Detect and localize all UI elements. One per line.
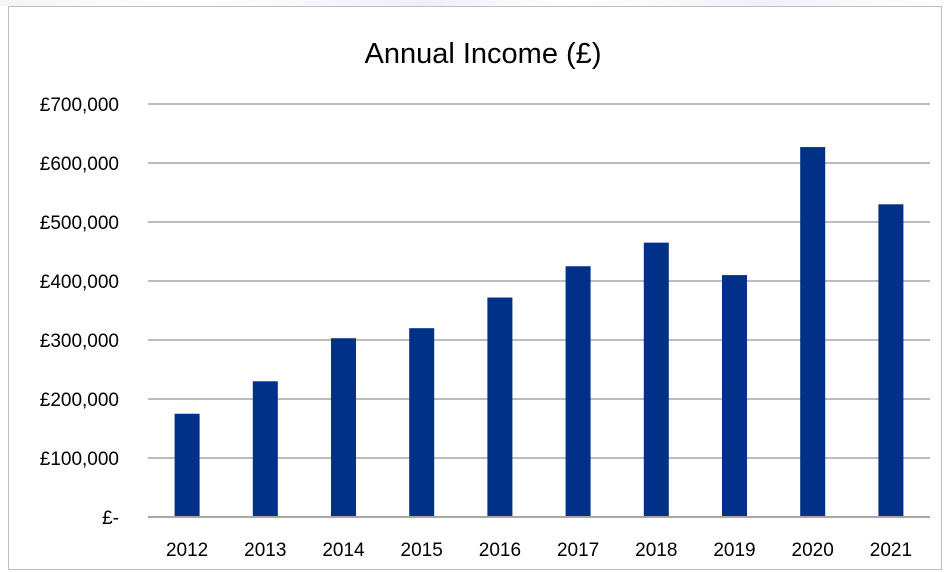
x-tick-label: 2012	[166, 540, 208, 561]
y-tick-label: £-	[102, 508, 119, 529]
bar-2014	[331, 338, 356, 517]
chart-title: Annual Income (£)	[365, 38, 602, 70]
y-tick-label: £600,000	[40, 154, 119, 175]
y-tick-label: £300,000	[40, 331, 119, 352]
window-top-strip	[0, 0, 951, 6]
bar-2012	[174, 413, 200, 517]
x-tick-label: 2018	[635, 540, 677, 561]
y-tick-label: £100,000	[40, 449, 119, 470]
y-tick-label: £700,000	[40, 95, 119, 116]
x-tick-label: 2015	[401, 540, 443, 561]
bar-2013	[252, 381, 278, 517]
bar-2017	[565, 266, 591, 517]
y-tick-label: £400,000	[40, 272, 119, 293]
x-tick-label: 2020	[792, 540, 834, 561]
bar-2021	[878, 204, 904, 518]
y-tick-label: £200,000	[40, 390, 119, 411]
x-tick-label: 2013	[244, 540, 286, 561]
bar-2020	[800, 147, 826, 517]
x-tick-label: 2021	[870, 540, 912, 561]
bar-2019	[722, 275, 747, 517]
x-tick-label: 2019	[713, 540, 755, 561]
x-tick-label: 2016	[479, 540, 521, 561]
chart-frame	[8, 6, 942, 570]
bar-2018	[643, 242, 669, 517]
bars	[174, 147, 904, 518]
bar-2015	[409, 328, 435, 517]
x-tick-label: 2014	[322, 540, 365, 561]
y-axis-tick-labels: £- £100,000 £200,000 £300,000 £400,000 £500,0…	[40, 95, 119, 529]
bar-2016	[487, 297, 513, 517]
y-tick-label: £500,000	[40, 213, 119, 234]
x-axis-tick-labels: 2012 2013 2014 2015 2016 2017 2018 2019 2020 2021	[166, 540, 912, 561]
x-tick-label: 2017	[557, 540, 599, 561]
